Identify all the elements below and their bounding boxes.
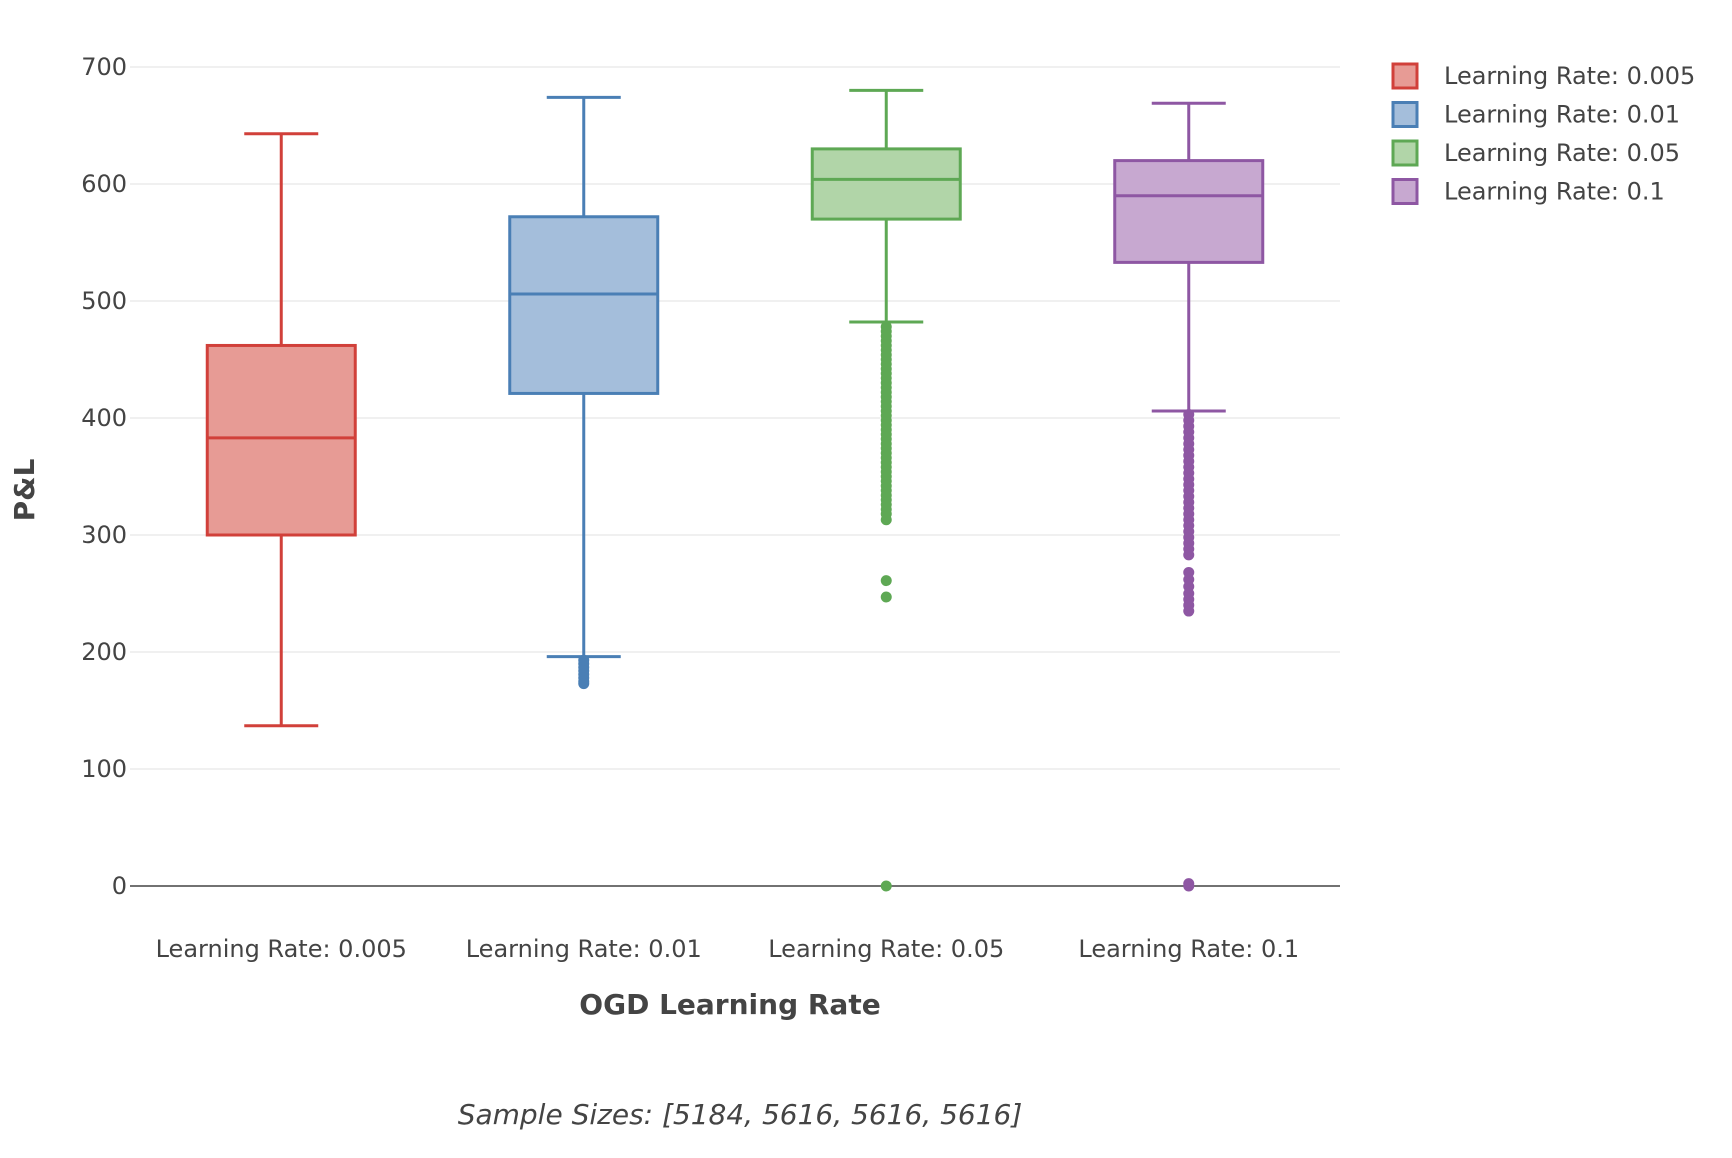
box-series-3 bbox=[810, 88, 962, 892]
y-tick-label: 100 bbox=[81, 755, 127, 783]
y-tick-label: 300 bbox=[81, 521, 127, 549]
legend-item-1: Learning Rate: 0.005 bbox=[1391, 62, 1695, 90]
legend-swatch bbox=[1391, 178, 1419, 205]
legend: Learning Rate: 0.005 Learning Rate: 0.01 L… bbox=[1391, 62, 1695, 206]
iqr-box bbox=[810, 147, 962, 221]
iqr-box bbox=[1113, 159, 1265, 264]
x-axis-title: OGD Learning Rate bbox=[579, 988, 880, 1021]
y-tick-label: 600 bbox=[81, 170, 127, 198]
iqr-box bbox=[205, 343, 357, 537]
outlier-point bbox=[880, 514, 892, 526]
legend-label: Learning Rate: 0.1 bbox=[1444, 178, 1665, 206]
legend-label: Learning Rate: 0.005 bbox=[1444, 62, 1695, 90]
outlier-point bbox=[578, 678, 590, 690]
box-series-1 bbox=[205, 132, 357, 728]
outlier-point bbox=[880, 880, 892, 892]
x-axis: Learning Rate: 0.005 Learning Rate: 0.01 L… bbox=[156, 935, 1300, 963]
y-tick-label: 400 bbox=[81, 404, 127, 432]
outlier-point bbox=[1183, 549, 1195, 561]
outlier-point bbox=[1183, 605, 1195, 617]
iqr-box bbox=[508, 215, 660, 395]
legend-swatch bbox=[1391, 101, 1419, 128]
x-tick-label: Learning Rate: 0.01 bbox=[466, 935, 702, 963]
y-tick-label: 0 bbox=[112, 872, 127, 900]
box-series-2 bbox=[508, 95, 660, 690]
legend-swatch bbox=[1391, 139, 1419, 167]
y-tick-label: 700 bbox=[81, 53, 127, 81]
box-series-4 bbox=[1113, 101, 1265, 892]
legend-item-4: Learning Rate: 0.1 bbox=[1391, 178, 1665, 206]
outlier-point bbox=[1183, 880, 1195, 892]
legend-swatch bbox=[1391, 62, 1419, 90]
x-tick-label: Learning Rate: 0.05 bbox=[768, 935, 1004, 963]
y-tick-label: 200 bbox=[81, 638, 127, 666]
legend-item-2: Learning Rate: 0.01 bbox=[1391, 101, 1680, 129]
outlier-point bbox=[880, 575, 892, 587]
x-tick-label: Learning Rate: 0.1 bbox=[1078, 935, 1299, 963]
outlier-point bbox=[880, 591, 892, 603]
y-tick-label: 500 bbox=[81, 287, 127, 315]
box-series bbox=[205, 88, 1265, 892]
legend-label: Learning Rate: 0.01 bbox=[1444, 101, 1680, 129]
sample-sizes-annotation: Sample Sizes: [5184, 5616, 5616, 5616] bbox=[458, 1098, 1023, 1131]
legend-label: Learning Rate: 0.05 bbox=[1444, 139, 1680, 167]
legend-item-3: Learning Rate: 0.05 bbox=[1391, 139, 1680, 167]
y-axis: 0 100 200 300 400 500 600 700 bbox=[81, 53, 127, 900]
y-axis-title: P&L bbox=[8, 458, 41, 521]
x-tick-label: Learning Rate: 0.005 bbox=[156, 935, 407, 963]
